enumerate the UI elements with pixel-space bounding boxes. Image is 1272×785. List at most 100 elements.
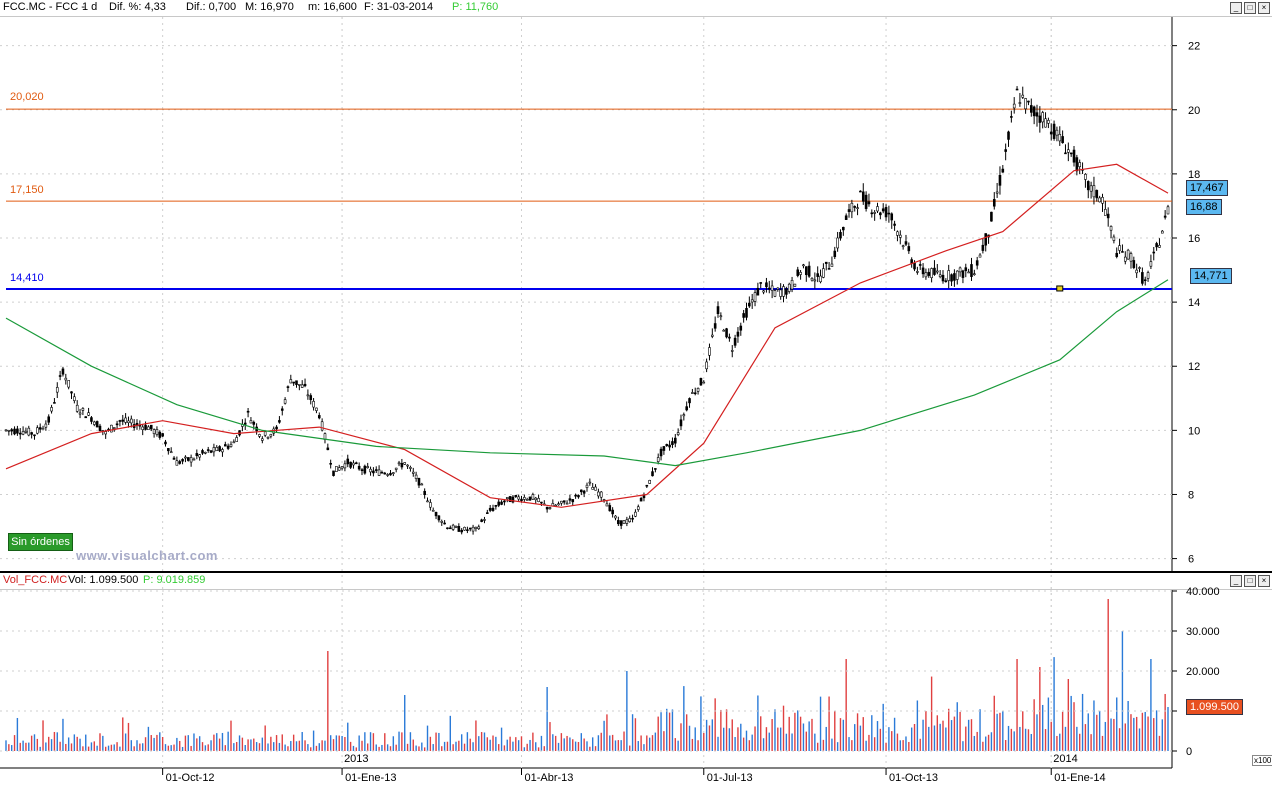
volume-bar: [415, 745, 417, 751]
volume-bar: [717, 736, 719, 751]
candle-body: [332, 470, 335, 476]
volume-bar: [535, 742, 537, 751]
candle-body: [787, 283, 791, 292]
volume-bar: [45, 742, 47, 751]
volume-bar: [250, 739, 252, 751]
volume-bar: [1056, 735, 1058, 751]
candle-body: [847, 209, 851, 212]
volume-bar: [292, 734, 295, 751]
candle-body: [528, 496, 532, 501]
volume-bar: [70, 743, 73, 751]
candle-body: [580, 489, 583, 493]
volume-bar: [449, 715, 451, 751]
candle-body: [611, 509, 614, 515]
candle-body: [355, 462, 358, 465]
candle-body: [423, 490, 426, 495]
price-tick-label-5: 16: [1188, 233, 1200, 245]
volume-bar: [708, 725, 711, 751]
volume-bar: [546, 687, 548, 751]
candle-body: [634, 511, 637, 517]
volume-bar: [569, 737, 571, 751]
volume-maximize-icon[interactable]: □: [1244, 575, 1256, 587]
price-tick-label-8: 22: [1188, 41, 1200, 53]
volume-bar: [344, 737, 346, 751]
candle-body: [1098, 197, 1101, 203]
candle-body: [50, 407, 53, 412]
volume-bar: [241, 737, 244, 751]
volume-bar: [1022, 711, 1024, 751]
volume-bar: [443, 741, 446, 751]
volume-bar: [281, 734, 283, 751]
volume-bar: [879, 728, 882, 751]
candle-body: [859, 190, 862, 193]
volume-bar: [965, 726, 967, 751]
volume-bar: [691, 738, 694, 751]
last-price-badge: 16,88: [1186, 199, 1222, 215]
candle-body: [155, 429, 159, 435]
volume-bar: [526, 743, 528, 751]
candle-body: [172, 457, 176, 460]
volume-bar: [102, 735, 104, 751]
candle-body: [67, 380, 70, 388]
candle-body: [161, 433, 164, 437]
volume-bar: [646, 735, 648, 751]
volume-bar: [774, 709, 776, 751]
volume-bar: [480, 732, 483, 751]
panel-divider: [0, 571, 1272, 573]
candle-body: [1041, 112, 1044, 123]
volume-bar: [455, 741, 457, 751]
volume-bar: [765, 727, 768, 751]
volume-bar: [441, 746, 443, 751]
volume-close-icon[interactable]: ×: [1258, 575, 1270, 587]
candle-body: [1015, 88, 1019, 91]
volume-bar: [794, 712, 796, 751]
candle-body: [645, 484, 649, 487]
candle-body: [175, 460, 179, 466]
volume-bar: [882, 703, 884, 751]
volume-bar: [910, 727, 913, 751]
volume-bar: [925, 711, 927, 751]
volume-bar: [506, 739, 508, 751]
volume-bar: [87, 746, 90, 751]
volume-bar: [1164, 693, 1166, 751]
candle-body: [1055, 129, 1059, 136]
candle-body: [964, 267, 968, 272]
volume-tick-label-3: 30.000: [1186, 626, 1220, 638]
volume-bar: [452, 744, 454, 751]
candle-body: [582, 490, 586, 494]
volume-bar: [1135, 716, 1138, 751]
date-label: F: 31-03-2014: [364, 1, 434, 13]
volume-bar: [523, 747, 526, 751]
volume-bar: [432, 744, 434, 751]
volume-bar: [1047, 697, 1050, 751]
candle-body: [195, 453, 199, 457]
candle-body: [514, 495, 518, 497]
volume-bar: [398, 731, 400, 751]
candle-body: [901, 245, 905, 248]
volume-bar: [79, 738, 81, 751]
volume-bar: [811, 718, 813, 751]
candle-body: [827, 268, 831, 270]
volume-bar: [631, 714, 634, 751]
volume-bar: [338, 735, 340, 751]
candle-body: [711, 334, 714, 337]
volume-bar: [369, 732, 372, 751]
minimize-icon[interactable]: _: [1230, 2, 1242, 14]
orders-status-button[interactable]: Sin órdenes: [8, 533, 73, 551]
volume-bar: [1013, 731, 1015, 751]
close-icon[interactable]: ×: [1258, 2, 1270, 14]
volume-bar: [985, 736, 987, 751]
volume-bar: [367, 743, 369, 751]
volume-bar: [1158, 735, 1161, 751]
max-label: M: 16,970: [245, 1, 294, 13]
volume-bar: [648, 737, 651, 751]
maximize-icon[interactable]: □: [1244, 2, 1256, 14]
volume-bar: [312, 730, 315, 751]
volume-unit-label: x100: [1252, 755, 1272, 766]
volume-bar: [30, 735, 33, 751]
volume-bar: [902, 740, 904, 751]
volume-bar: [161, 737, 164, 751]
volume-minimize-icon[interactable]: _: [1230, 575, 1242, 587]
volume-bar: [355, 747, 358, 751]
